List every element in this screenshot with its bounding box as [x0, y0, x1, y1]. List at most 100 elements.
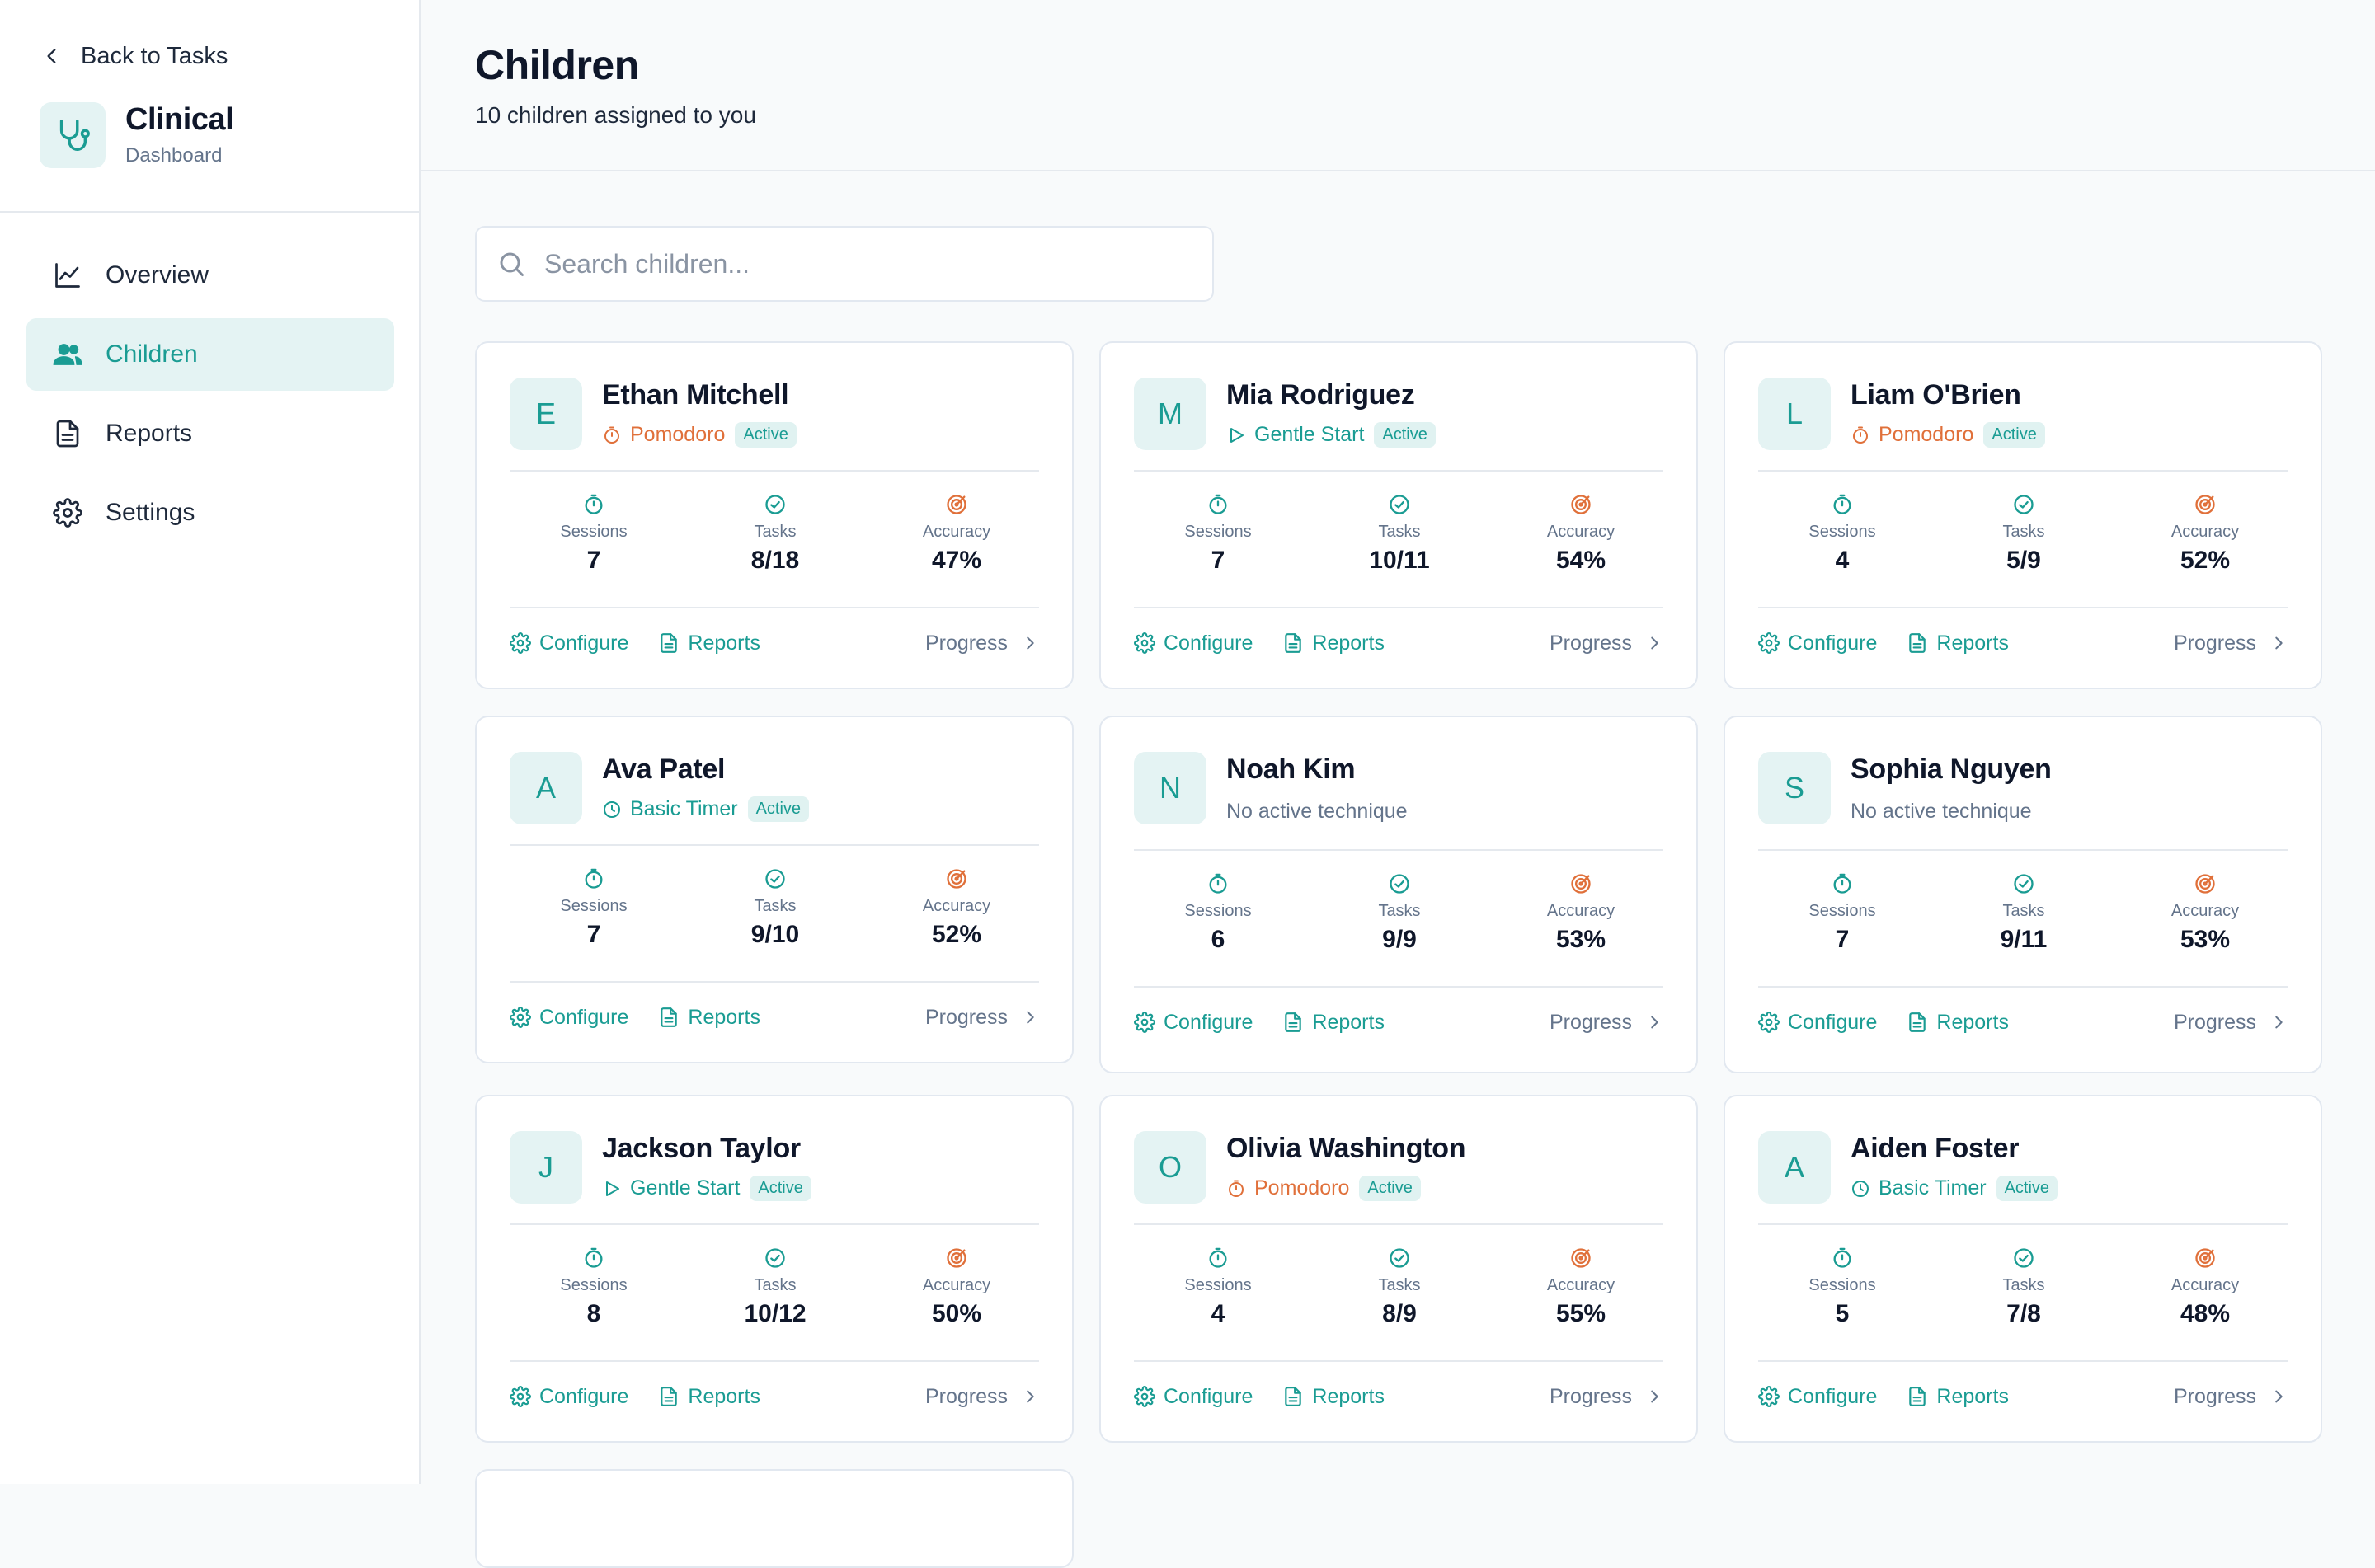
child-card[interactable]: M Mia Rodriguez Gentle Start Active Sessions… — [1099, 341, 1698, 689]
configure-button[interactable]: Configure — [1134, 631, 1253, 655]
reports-button[interactable]: Reports — [1282, 1385, 1385, 1409]
sidebar-item-overview[interactable]: Overview — [26, 239, 394, 312]
stat-label: Tasks — [754, 523, 797, 541]
sidebar-item-children[interactable]: Children — [26, 318, 394, 391]
technique-indicator: Gentle Start Active — [602, 1176, 811, 1201]
reports-label: Reports — [1936, 1010, 2009, 1034]
configure-button[interactable]: Configure — [1758, 1011, 1877, 1035]
chevron-right-icon — [1027, 1011, 1034, 1024]
sidebar-item-reports[interactable]: Reports — [26, 397, 394, 470]
card-divider — [1134, 607, 1663, 608]
card-actions: Configure Reports Progress — [510, 627, 1039, 660]
child-card[interactable]: J Jackson Taylor Gentle Start Active Session… — [475, 1095, 1074, 1443]
card-divider — [510, 844, 1039, 846]
sidebar-nav: Overview Children Reports Settings — [26, 239, 394, 556]
stat-sessions: Sessions 7 — [511, 867, 676, 949]
reports-button[interactable]: Reports — [1907, 1011, 2009, 1035]
configure-button[interactable]: Configure — [510, 631, 628, 655]
card-divider — [1134, 849, 1663, 851]
stat-value: 55% — [1555, 1300, 1606, 1327]
status-badge: Active — [1996, 1176, 2058, 1201]
reports-button[interactable]: Reports — [1282, 1011, 1385, 1035]
stat-value: 7 — [1835, 926, 1850, 953]
status-badge: Active — [747, 796, 810, 822]
child-card[interactable]: L Liam O'Brien Pomodoro Active Sessions 4 Task… — [1724, 341, 2322, 689]
check-circle-icon — [765, 495, 785, 514]
card-divider — [1134, 470, 1663, 472]
reports-button[interactable]: Reports — [1907, 1385, 2009, 1409]
configure-button[interactable]: Configure — [510, 1385, 628, 1409]
card-actions: Configure Reports Progress — [1758, 1006, 2288, 1039]
progress-link[interactable]: Progress — [2174, 1011, 2288, 1035]
target-icon — [947, 1248, 966, 1268]
stat-value: 9/11 — [2000, 926, 2048, 953]
search-input[interactable] — [543, 247, 1189, 280]
gear-icon — [510, 632, 531, 654]
progress-link[interactable]: Progress — [1550, 1011, 1663, 1035]
avatar: J — [510, 1131, 582, 1204]
progress-link[interactable]: Progress — [925, 1006, 1039, 1030]
technique-label: Gentle Start — [1254, 423, 1365, 446]
reports-label: Reports — [1312, 631, 1385, 655]
reports-button[interactable]: Reports — [1282, 631, 1385, 655]
technique-label: Pomodoro — [1254, 1176, 1350, 1199]
child-card[interactable] — [475, 1469, 1074, 1568]
card-divider — [1758, 470, 2288, 472]
chevron-right-icon — [2275, 1016, 2283, 1029]
stethoscope-icon — [40, 102, 106, 168]
stat-tasks: Tasks 10/12 — [693, 1246, 858, 1328]
reports-button[interactable]: Reports — [658, 631, 760, 655]
status-badge: Active — [1359, 1176, 1421, 1201]
sidebar-item-label: Children — [106, 340, 198, 368]
configure-button[interactable]: Configure — [1134, 1385, 1253, 1409]
reports-button[interactable]: Reports — [658, 1006, 760, 1030]
child-card[interactable]: S Sophia Nguyen No active technique Session… — [1724, 716, 2322, 1073]
configure-label: Configure — [1164, 1384, 1253, 1408]
check-circle-icon — [765, 1248, 785, 1268]
page-subtitle: 10 children assigned to you — [475, 102, 756, 128]
chart-line-icon — [55, 263, 80, 288]
chevron-right-icon — [1651, 1016, 1658, 1029]
avatar: O — [1134, 1131, 1206, 1204]
progress-link[interactable]: Progress — [1550, 1385, 1663, 1409]
sidebar-divider — [0, 211, 419, 213]
card-divider — [1758, 607, 2288, 608]
card-divider — [1134, 986, 1663, 988]
stat-label: Sessions — [560, 523, 628, 541]
stat-label: Sessions — [560, 897, 628, 915]
technique-label: Gentle Start — [630, 1176, 741, 1199]
target-icon — [1571, 1248, 1591, 1268]
child-card[interactable]: O Olivia Washington Pomodoro Active Sessions… — [1099, 1095, 1698, 1443]
progress-label: Progress — [2173, 631, 2256, 655]
progress-link[interactable]: Progress — [925, 1385, 1039, 1409]
stat-value: 9/10 — [750, 921, 800, 948]
technique-indicator: Pomodoro Active — [1851, 422, 2045, 448]
progress-link[interactable]: Progress — [2174, 631, 2288, 655]
configure-button[interactable]: Configure — [1134, 1011, 1253, 1035]
child-card[interactable]: E Ethan Mitchell Pomodoro Active Sessions 7 Ta… — [475, 341, 1074, 689]
child-card[interactable]: N Noah Kim No active technique Sessions 6 Tas… — [1099, 716, 1698, 1073]
chevron-right-icon — [2275, 1390, 2283, 1403]
reports-button[interactable]: Reports — [658, 1385, 760, 1409]
stat-label: Sessions — [1808, 902, 1876, 920]
progress-link[interactable]: Progress — [2174, 1385, 2288, 1409]
child-name: Ethan Mitchell — [602, 379, 789, 411]
progress-link[interactable]: Progress — [925, 631, 1039, 655]
back-to-tasks-link[interactable]: Back to Tasks — [41, 40, 228, 73]
configure-button[interactable]: Configure — [510, 1006, 628, 1030]
child-card[interactable]: A Aiden Foster Basic Timer Active Sessions 5 T… — [1724, 1095, 2322, 1443]
child-card[interactable]: A Ava Patel Basic Timer Active Sessions 7 Task… — [475, 716, 1074, 1063]
stat-label: Sessions — [1184, 902, 1252, 920]
sidebar: Back to Tasks Clinical Dashboard Overvie… — [0, 0, 421, 1484]
card-divider — [1758, 1223, 2288, 1225]
file-text-icon — [661, 1007, 678, 1027]
avatar: A — [510, 752, 582, 824]
configure-button[interactable]: Configure — [1758, 1385, 1877, 1409]
gear-icon — [510, 1007, 531, 1028]
configure-button[interactable]: Configure — [1758, 631, 1877, 655]
sidebar-item-settings[interactable]: Settings — [26, 477, 394, 549]
file-text-icon — [661, 1387, 678, 1406]
reports-button[interactable]: Reports — [1907, 631, 2009, 655]
progress-link[interactable]: Progress — [1550, 631, 1663, 655]
stat-accuracy: Accuracy 48% — [2123, 1246, 2288, 1328]
